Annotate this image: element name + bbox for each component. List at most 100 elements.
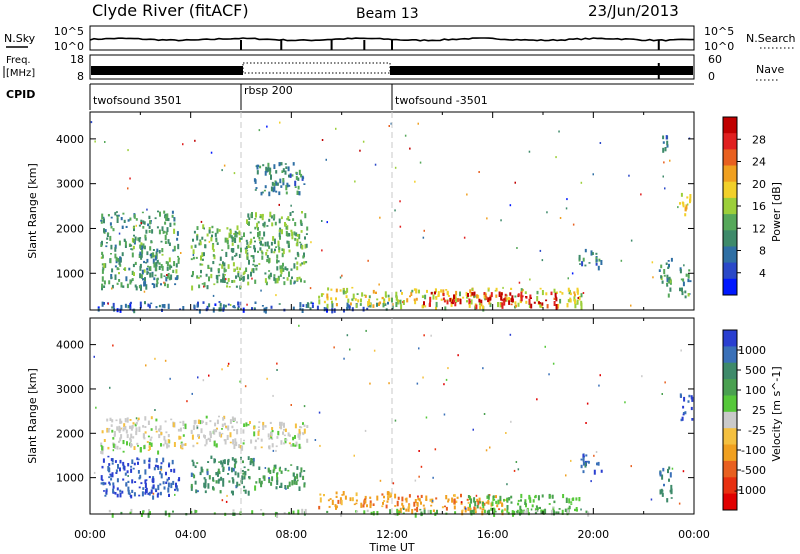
power-speckle-111 — [529, 278, 531, 281]
velocity-speckle-33 — [624, 401, 626, 404]
velocity-colorbar-label-4: -25 — [748, 424, 766, 437]
velocity-speckle-80 — [318, 411, 321, 414]
cpid-label: CPID — [6, 88, 35, 101]
velocity-colorbar-band-8 — [723, 460, 737, 478]
power-speckle-91 — [582, 292, 585, 294]
velocity-speckle-70 — [109, 386, 111, 389]
power-speckle-75 — [127, 187, 129, 190]
power-region-3 — [253, 162, 306, 197]
nsky-left-tick-bottom: 10^0 — [54, 40, 84, 53]
power-speckle-8 — [502, 286, 504, 289]
velocity-speckle-43 — [431, 499, 434, 502]
power-colorbar-label-6: 28 — [752, 133, 766, 146]
velocity-speckle-57 — [416, 382, 419, 385]
time-axis-label: Time UT — [368, 541, 414, 554]
freq-strip: Freq. [MHz] 18 8 60 0 Nave — [3, 53, 784, 83]
nsky-right-tick-bottom: 10^0 — [704, 40, 734, 53]
power-speckle-39 — [572, 223, 575, 226]
velocity-speckle-51 — [595, 451, 598, 453]
velocity-region-3 — [241, 421, 309, 451]
velocity-speckle-20 — [276, 369, 278, 371]
velocity-speckle-16 — [680, 349, 682, 352]
time-tick-label-6: 00:00 — [678, 528, 710, 541]
velocity-speckle-44 — [483, 413, 486, 415]
power-speckle-86 — [663, 161, 665, 164]
nsky-label: N.Sky — [4, 32, 36, 45]
power-speckle-55 — [290, 204, 292, 207]
velocity-speckle-61 — [135, 417, 138, 420]
power-speckle-73 — [321, 139, 324, 141]
velocity-speckle-29 — [221, 368, 223, 371]
power-region-9 — [658, 257, 673, 298]
power-speckle-65 — [379, 216, 381, 219]
velocity-speckle-102 — [489, 446, 491, 449]
velocity-speckle-5 — [364, 429, 367, 432]
power-speckle-58 — [221, 169, 223, 172]
nsky-strip: N.Sky 10^5 10^0 10^5 10^0 N.Search — [4, 25, 796, 53]
velocity-speckle-15 — [353, 454, 355, 457]
power-speckle-104 — [200, 220, 203, 223]
power-speckle-10 — [90, 121, 93, 124]
velocity-speckle-60 — [552, 362, 555, 365]
power-speckle-44 — [390, 122, 392, 125]
velocity-speckle-101 — [510, 420, 512, 423]
time-tick-label-3: 12:00 — [376, 528, 408, 541]
freq-label-line2: [MHz] — [6, 68, 35, 79]
velocity-speckle-54 — [671, 467, 674, 470]
power-colorbar-band-1 — [723, 133, 737, 150]
power-colorbar-label-0: 4 — [759, 267, 766, 280]
power-speckle-57 — [478, 171, 480, 173]
velocity-speckle-85 — [460, 501, 463, 504]
velocity-speckle-39 — [580, 508, 582, 511]
freq-left-tick-bottom: 8 — [77, 70, 84, 83]
cpid-segment-1: rbsp 200 — [244, 84, 293, 97]
velocity-speckle-34 — [443, 413, 446, 416]
velocity-speckle-63 — [152, 492, 155, 495]
velocity-colorbar-band-3 — [723, 379, 737, 396]
velocity-speckle-27 — [95, 406, 97, 409]
velocity-speckle-104 — [661, 393, 663, 395]
power-colorbar-band-2 — [723, 149, 737, 167]
velocity-speckle-118 — [112, 449, 115, 452]
velocity-speckle-98 — [472, 428, 474, 431]
velocity-speckle-83 — [290, 404, 292, 406]
power-region-1 — [190, 224, 243, 291]
power-speckle-49 — [326, 221, 328, 224]
velocity-speckle-7 — [225, 500, 228, 503]
power-speckle-100 — [630, 304, 632, 307]
velocity-speckle-66 — [197, 376, 199, 379]
velocity-speckle-62 — [272, 394, 274, 397]
velocity-speckle-96 — [160, 468, 162, 471]
power-speckle-83 — [539, 249, 542, 252]
power-speckle-12 — [339, 276, 342, 279]
power-region-8 — [578, 248, 603, 271]
nave-label: Nave — [756, 63, 784, 76]
velocity-speckle-45 — [298, 324, 300, 327]
velocity-speckle-49 — [425, 416, 428, 419]
velocity-speckle-89 — [506, 483, 508, 486]
power-speckle-56 — [321, 220, 323, 222]
velocity-colorbar-band-7 — [723, 444, 737, 462]
velocity-speckle-41 — [678, 502, 681, 505]
cpid-segment-0: twofsound 3501 — [93, 94, 182, 107]
power-speckle-67 — [321, 249, 323, 252]
power-speckle-30 — [417, 122, 419, 125]
velocity-speckle-8 — [509, 333, 512, 336]
velocity-ylabel: Slant Range [km] — [26, 368, 39, 464]
power-speckle-88 — [208, 240, 211, 243]
velocity-speckle-88 — [226, 494, 228, 497]
power-ytick-label-0: 1000 — [56, 267, 84, 280]
power-speckle-19 — [509, 204, 512, 207]
power-speckle-102 — [409, 147, 411, 150]
velocity-speckle-48 — [585, 422, 587, 424]
velocity-colorbar-band-10 — [723, 493, 737, 511]
velocity-speckle-103 — [208, 374, 210, 377]
power-speckle-52 — [111, 287, 113, 290]
power-speckle-90 — [212, 294, 215, 297]
freq-label-line1: Freq. — [6, 55, 31, 66]
velocity-speckle-64 — [418, 475, 420, 478]
nsky-right-tick-top: 10^5 — [704, 25, 734, 38]
power-colorbar-band-9 — [723, 262, 737, 280]
velocity-speckle-58 — [530, 508, 533, 511]
power-speckle-97 — [466, 193, 468, 196]
